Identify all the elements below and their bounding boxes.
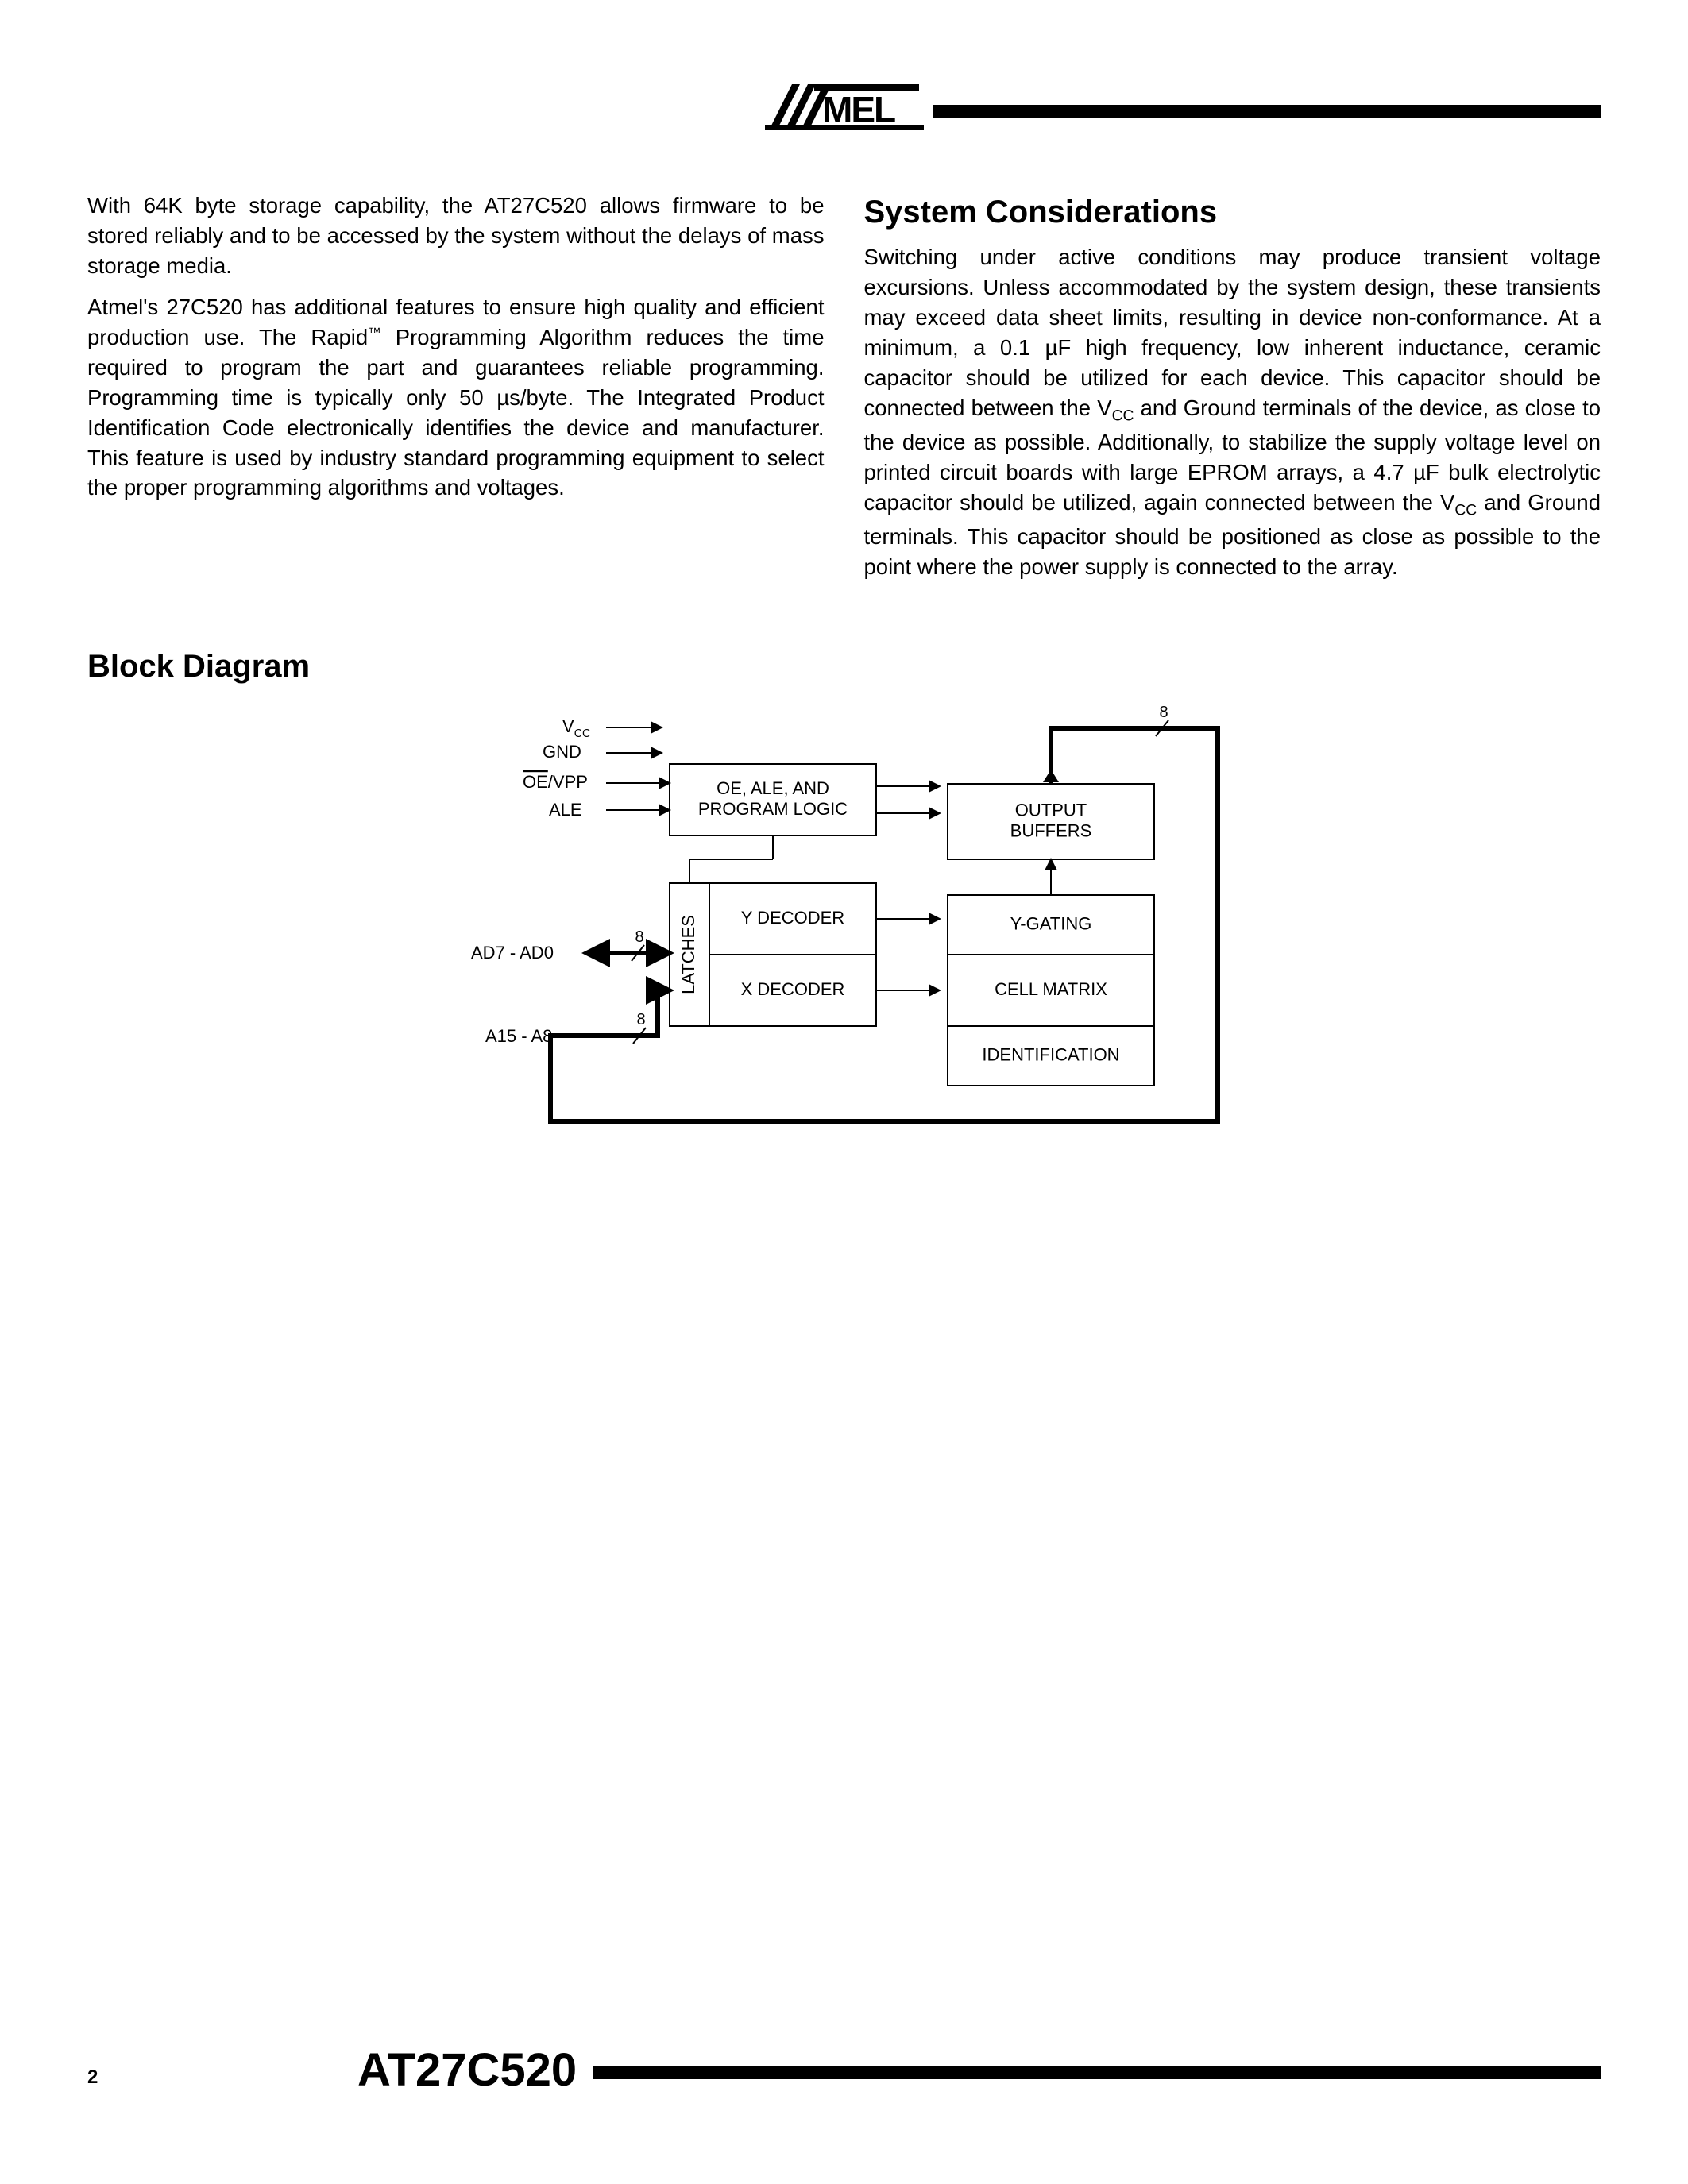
svg-text:A15 - A8: A15 - A8 [485, 1026, 552, 1046]
system-considerations-paragraph: Switching under active conditions may pr… [864, 242, 1601, 582]
svg-text:CELL MATRIX: CELL MATRIX [995, 979, 1107, 999]
svg-text:X DECODER: X DECODER [740, 979, 844, 999]
svg-text:OE, ALE, AND: OE, ALE, AND [717, 778, 829, 798]
block-diagram: OE, ALE, ANDPROGRAM LOGIC LATCHES Y DECODE… [87, 700, 1601, 1193]
left-column: With 64K byte storage capability, the AT… [87, 191, 825, 593]
svg-text:GND: GND [543, 742, 581, 762]
svg-text:8: 8 [636, 1011, 645, 1028]
page-footer: 2 AT27C520 [87, 2041, 1601, 2097]
svg-text:IDENTIFICATION: IDENTIFICATION [982, 1044, 1119, 1064]
intro-paragraph-2: Atmel's 27C520 has additional features t… [87, 292, 825, 504]
intro-paragraph-1: With 64K byte storage capability, the AT… [87, 191, 825, 281]
svg-text:Y-GATING: Y-GATING [1010, 913, 1091, 933]
svg-text:LATCHES: LATCHES [678, 915, 697, 994]
svg-text:8: 8 [1159, 704, 1168, 721]
block-diagram-heading: Block Diagram [87, 649, 1601, 685]
svg-text:VCC: VCC [562, 716, 590, 740]
svg-text:PROGRAM LOGIC: PROGRAM LOGIC [697, 799, 847, 819]
svg-text:OE/VPP: OE/VPP [523, 772, 588, 792]
svg-text:Y DECODER: Y DECODER [740, 908, 844, 928]
svg-text:ALE: ALE [549, 800, 582, 820]
system-considerations-heading: System Considerations [864, 191, 1601, 234]
part-number: AT27C520 [357, 2043, 593, 2097]
atmel-logo: MEL [755, 79, 933, 145]
body-columns: With 64K byte storage capability, the AT… [87, 191, 1601, 593]
svg-text:OUTPUT: OUTPUT [1014, 800, 1086, 820]
svg-text:AD7 - AD0: AD7 - AD0 [471, 943, 554, 963]
svg-text:MEL: MEL [822, 89, 895, 130]
header-rule [910, 105, 1601, 118]
svg-text:8: 8 [635, 928, 643, 946]
svg-text:BUFFERS: BUFFERS [1010, 820, 1091, 840]
page-number: 2 [87, 2066, 98, 2089]
right-column: System Considerations Switching under ac… [864, 191, 1601, 593]
page-header: MEL [87, 79, 1601, 151]
